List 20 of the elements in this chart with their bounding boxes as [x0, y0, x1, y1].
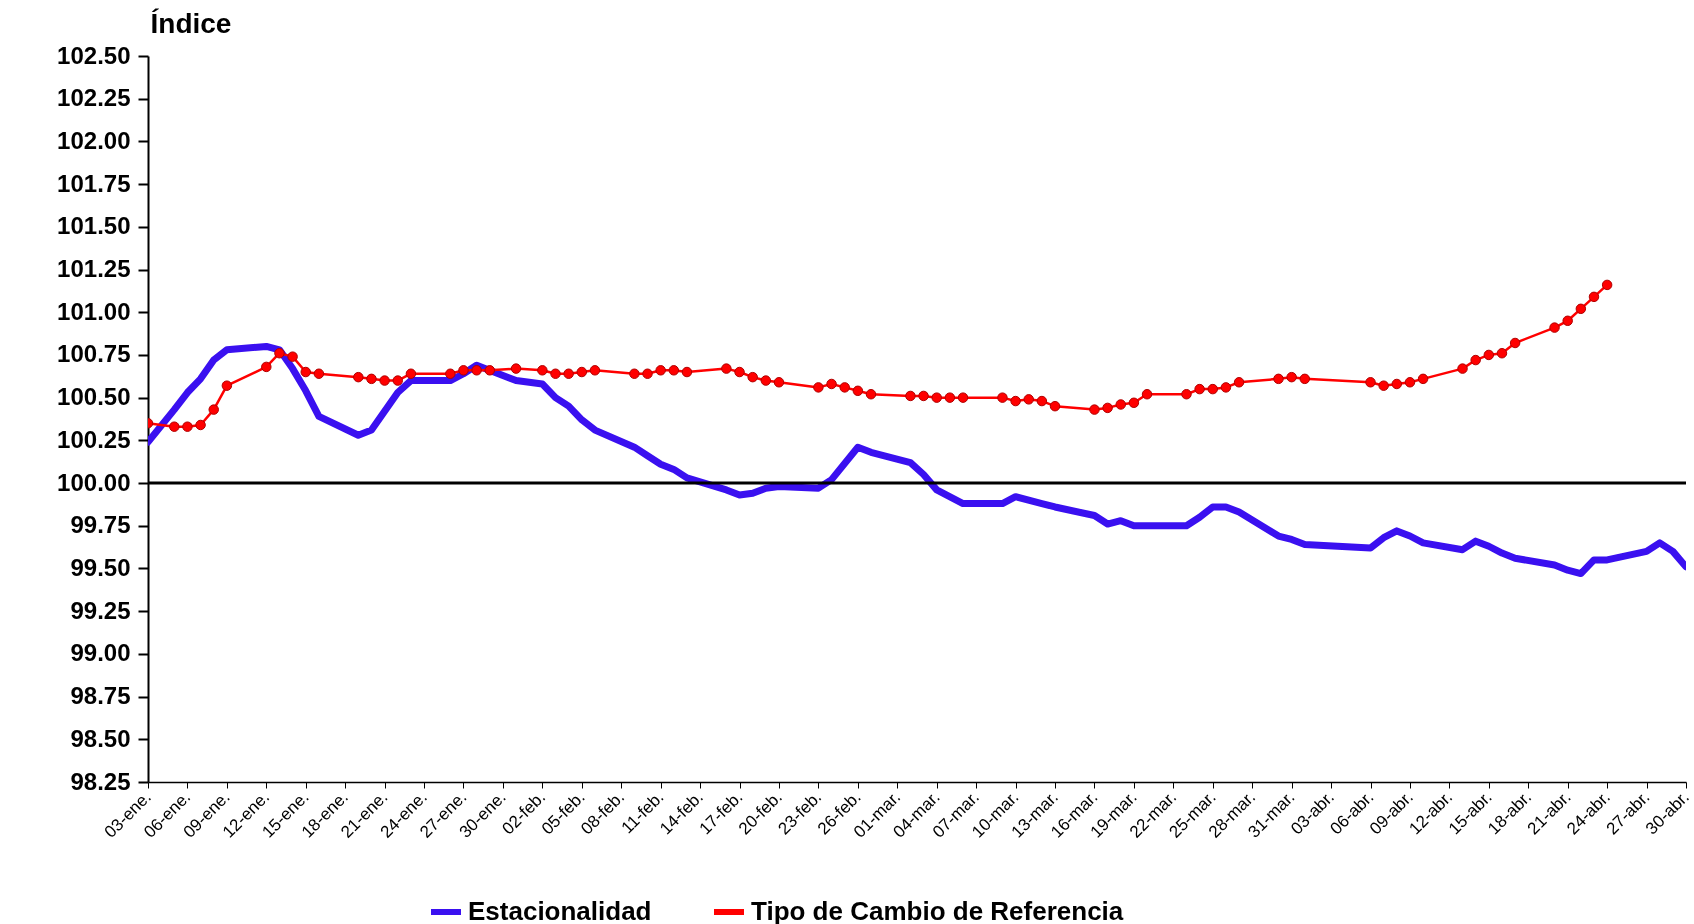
y-tick-label: 99.75: [70, 511, 131, 539]
y-tick-label: 100.00: [57, 468, 131, 496]
y-tick-label: 98.50: [70, 724, 131, 752]
y-tick-label: 98.25: [70, 767, 131, 795]
y-tick-label: 102.00: [57, 126, 131, 154]
y-tick-label: 100.25: [57, 425, 131, 453]
y-tick-label: 102.25: [57, 84, 131, 112]
y-tick-label: 101.50: [57, 212, 131, 240]
y-tick-label: 99.00: [70, 639, 131, 667]
y-tick-label: 101.00: [57, 297, 131, 325]
y-tick-label: 100.50: [57, 383, 131, 411]
y-tick-label: 101.25: [57, 255, 131, 283]
y-tick-label: 98.75: [70, 682, 131, 710]
y-tick-label: 99.50: [70, 553, 131, 581]
y-tick-label: 100.75: [57, 340, 131, 368]
legend-label: Estacionalidad: [468, 896, 652, 924]
y-tick-label: 101.75: [57, 169, 131, 197]
y-tick-label: 99.25: [70, 596, 131, 624]
y-axis-title: Índice: [150, 7, 232, 39]
y-tick-label: 102.50: [57, 41, 131, 69]
